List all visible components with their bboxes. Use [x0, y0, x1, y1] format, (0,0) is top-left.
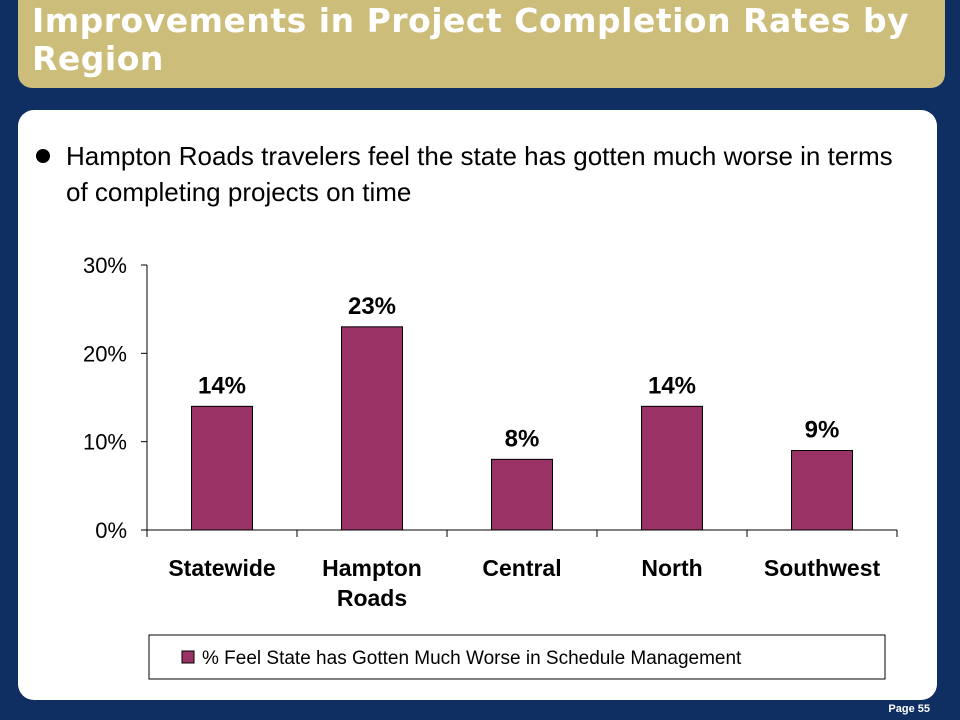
y-tick-label: 0% [95, 518, 127, 543]
x-category-label-line: Central [482, 555, 561, 581]
data-label: 8% [505, 425, 540, 452]
bar-4 [641, 405, 703, 531]
y-tick-label: 30% [83, 253, 127, 278]
legend-box [148, 634, 886, 680]
data-label: 9% [805, 417, 840, 444]
slide-title: Improvements in Project Completion Rates… [32, 1, 910, 78]
x-category-label-line: Roads [337, 585, 407, 611]
page-number: Page 55 [888, 703, 930, 715]
legend-swatch [181, 650, 195, 664]
bar-2 [341, 326, 403, 531]
bar-1 [191, 405, 253, 531]
x-category-label: Central [482, 555, 561, 581]
y-tick-label: 20% [83, 341, 127, 366]
data-label: 23% [348, 293, 396, 320]
x-category-label-line: Hampton [322, 555, 422, 581]
bullet-point: Hampton Roads travelers feel the state h… [36, 138, 906, 210]
data-label: 14% [648, 372, 696, 399]
x-category-label: Hampton Roads [322, 555, 422, 611]
data-label: 14% [198, 372, 246, 399]
x-category-label-line: Southwest [764, 555, 881, 581]
title-bar: Improvements in Project Completion Rates… [18, 0, 945, 88]
x-category-label-line: Statewide [168, 555, 275, 581]
bullet-icon [36, 149, 50, 163]
bar-3 [491, 458, 553, 531]
content-panel [18, 110, 937, 700]
x-category-label: North [641, 555, 702, 581]
x-category-label: Southwest [764, 555, 881, 581]
legend-label: % Feel State has Gotten Much Worse in Sc… [202, 648, 742, 669]
y-tick-label: 10% [83, 430, 127, 455]
x-category-label: Statewide [168, 555, 275, 581]
bar-5 [791, 450, 853, 531]
bullet-text: Hampton Roads travelers feel the state h… [66, 141, 893, 207]
x-category-label-line: North [641, 555, 702, 581]
